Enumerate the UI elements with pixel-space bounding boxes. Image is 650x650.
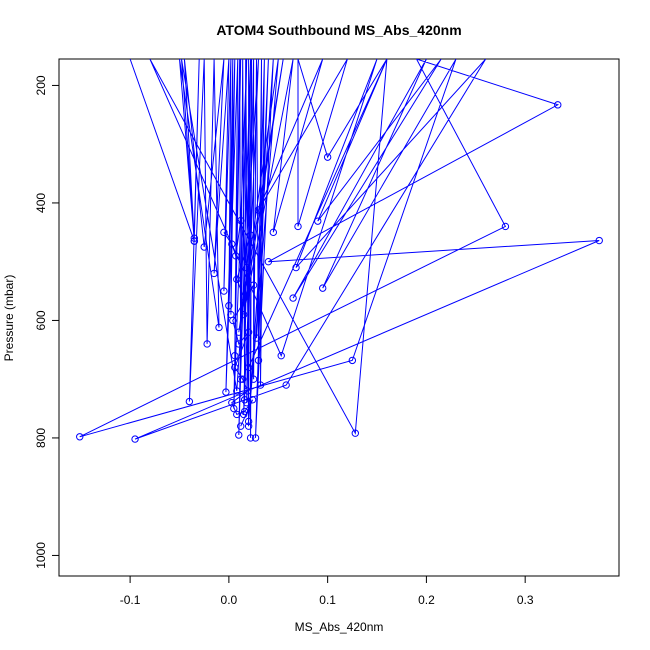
- data-point: [244, 422, 253, 430]
- y-tick-label: 800: [34, 428, 48, 448]
- data-point: [190, 234, 199, 242]
- data-point: [243, 387, 252, 395]
- data-point: [225, 302, 233, 310]
- data-point: [246, 434, 255, 442]
- data-point: [215, 323, 223, 332]
- data-point: [252, 334, 261, 342]
- data-point: [323, 153, 332, 161]
- data-point: [131, 435, 139, 443]
- data-point: [239, 293, 248, 301]
- data-point: [269, 228, 278, 237]
- data-point: [76, 433, 84, 441]
- chart-title: ATOM4 Southbound MS_Abs_420nm: [216, 22, 461, 38]
- x-tick-label: 0.1: [319, 593, 336, 607]
- x-axis: -0.1 0.0 0.1 0.2 0.3: [120, 575, 534, 607]
- data-point: [210, 269, 218, 278]
- plot-frame: [58, 58, 620, 577]
- data-point: [240, 407, 249, 416]
- data-point: [314, 217, 322, 225]
- data-point: [232, 252, 240, 260]
- data-point: [244, 328, 253, 336]
- data-point: [220, 287, 228, 295]
- data-point: [185, 397, 194, 406]
- y-tick-label: 200: [34, 75, 48, 95]
- data-point: [231, 351, 239, 360]
- data-point: [239, 375, 247, 383]
- data-point: [554, 101, 562, 109]
- y-tick-label: 600: [34, 310, 48, 330]
- data-point: [200, 243, 208, 251]
- data-point: [246, 231, 255, 239]
- y-axis-label: Pressure (mbar): [2, 275, 16, 362]
- series-line: [79, 59, 600, 440]
- data-point: [294, 222, 302, 231]
- data-point: [256, 381, 265, 389]
- data-point: [203, 340, 211, 348]
- data-point: [231, 363, 239, 372]
- data-point: [277, 351, 285, 360]
- y-axis: 200 400 600 800 1000: [34, 75, 60, 569]
- data-point: [220, 228, 228, 237]
- data-point: [228, 398, 236, 407]
- data-point: [242, 263, 251, 272]
- data-point: [254, 206, 263, 214]
- data-point: [242, 398, 251, 407]
- data-point: [244, 363, 253, 372]
- data-point: [501, 222, 510, 231]
- data-point: [292, 263, 300, 272]
- data-point: [190, 237, 199, 245]
- data-point: [239, 310, 248, 319]
- series-line: [223, 220, 255, 427]
- data-point: [249, 375, 258, 383]
- data-point: [251, 434, 260, 442]
- data-point: [282, 381, 290, 389]
- data-point: [237, 422, 245, 430]
- y-tick-label: 400: [34, 193, 48, 213]
- data-point: [264, 257, 273, 266]
- data-point: [348, 356, 357, 365]
- x-tick-label: 0.0: [221, 593, 238, 607]
- data-point: [233, 387, 241, 395]
- data-point: [228, 240, 236, 248]
- data-point: [244, 417, 253, 426]
- data-point: [237, 216, 245, 225]
- data-point: [235, 431, 243, 439]
- data-point: [233, 410, 241, 419]
- data-point: [595, 236, 603, 245]
- data-point: [229, 316, 237, 325]
- data-point: [289, 294, 297, 302]
- x-tick-label: -0.1: [120, 593, 141, 607]
- x-axis-label: MS_Abs_420nm: [295, 620, 384, 634]
- data-point: [222, 388, 230, 396]
- y-tick-label: 1000: [34, 542, 48, 569]
- data-point: [319, 284, 327, 292]
- x-tick-label: 0.2: [418, 593, 435, 607]
- data-point: [351, 429, 359, 437]
- data-point: [254, 356, 263, 365]
- data-point: [249, 281, 258, 289]
- data-point: [248, 396, 257, 404]
- plot-area: [76, 59, 603, 443]
- data-point: [233, 275, 241, 284]
- x-tick-label: 0.3: [517, 593, 534, 607]
- data-point: [235, 340, 243, 348]
